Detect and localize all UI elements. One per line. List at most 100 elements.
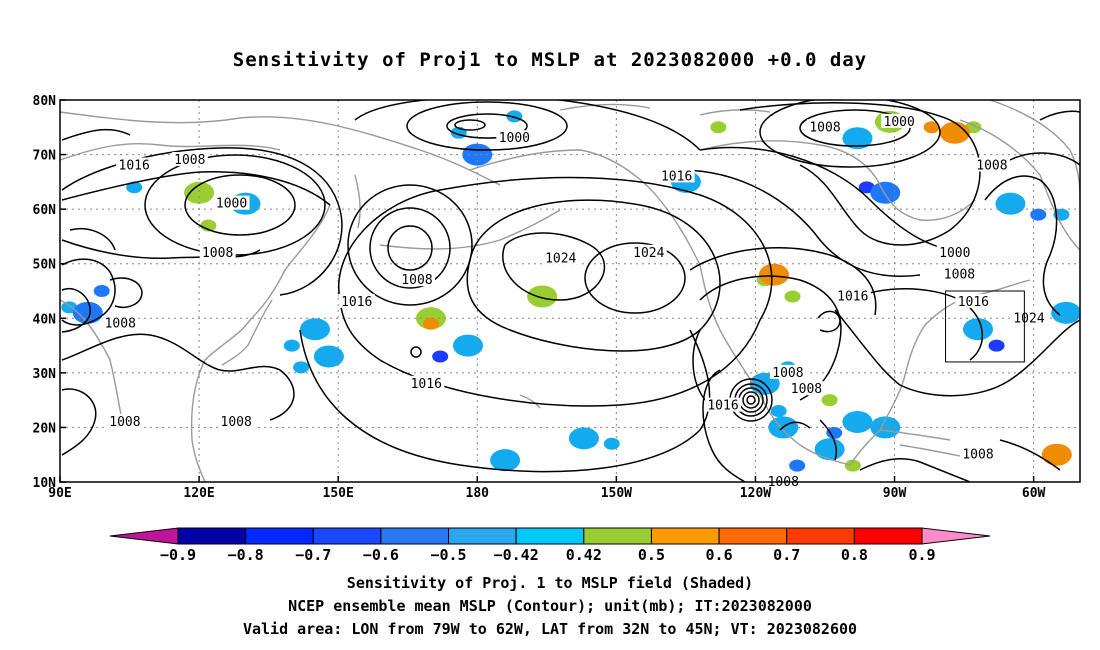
contour-label: 1000 (884, 115, 915, 130)
x-tick-label: 90W (883, 486, 907, 501)
colorbar-label: 0.7 (773, 546, 800, 564)
lat-lon-grid (59, 99, 1080, 483)
contour-label-bg (941, 266, 978, 281)
contour-label-bg (834, 288, 871, 303)
shaded-region (527, 285, 558, 308)
shaded-region (283, 339, 300, 352)
shaded-region (826, 426, 843, 439)
shaded-region (870, 181, 901, 204)
colorbar-end-left (109, 527, 179, 545)
shaded-region (603, 437, 620, 450)
shaded-region (72, 301, 103, 324)
colorbar-box (312, 527, 382, 545)
contour-label: 1008 (174, 153, 205, 168)
colorbar-label: −0.6 (363, 546, 399, 564)
colorbar-label: 0.42 (566, 546, 602, 564)
caption-line-2: NCEP ensemble mean MSLP (Contour); unit(… (288, 597, 812, 615)
colorbar-end-right (921, 527, 991, 545)
shaded-region (432, 350, 449, 363)
shaded-region (422, 317, 439, 330)
colorbar-box (515, 527, 585, 545)
shaded-region (963, 318, 993, 341)
shaded-region (1051, 301, 1080, 324)
contour-label-bg (213, 195, 250, 210)
contour-label: 1008 (962, 448, 993, 463)
shaded-region (300, 318, 330, 341)
contour-label-bg (218, 413, 255, 428)
colorbar-box (245, 527, 314, 545)
contour-label-bg (171, 152, 208, 167)
contour-label: 1016 (707, 399, 738, 414)
colorbar-box (448, 527, 517, 545)
contour-label: 1024 (545, 251, 576, 266)
shaded-region (814, 438, 845, 461)
contour-label: 1008 (791, 382, 822, 397)
contour-label: 1008 (109, 415, 140, 430)
x-tick-label: 150E (323, 486, 354, 501)
coastlines (60, 100, 1080, 482)
contour-label-bg (338, 293, 375, 308)
colorbar-box (650, 527, 720, 545)
colorbar-box (786, 527, 855, 545)
contour-label: 1024 (1013, 311, 1044, 326)
shaded-region (995, 192, 1026, 215)
contour-label-bg (496, 130, 533, 145)
contour-label: 1008 (944, 268, 975, 283)
contour-label-bg (408, 375, 445, 390)
colorbar-label: −0.5 (430, 546, 466, 564)
x-tick-label: 150W (601, 486, 632, 501)
contour-label: 1016 (837, 289, 868, 304)
mslp-contours (61, 100, 1080, 482)
contour-label: 1008 (105, 317, 136, 332)
colorbar-label: −0.42 (494, 546, 539, 564)
contour-label-bg (807, 119, 843, 134)
shaded-region (126, 181, 143, 194)
valid-area-box (945, 290, 1025, 363)
shaded-region (293, 361, 310, 374)
contour-label-bg (788, 381, 825, 396)
colorbar-label: −0.9 (160, 546, 196, 564)
shaded-region (506, 110, 523, 123)
shaded-region (821, 394, 838, 407)
shaded-region (184, 181, 215, 204)
contour-label-bg (960, 446, 996, 461)
contour-label-bg (102, 315, 139, 330)
contour-label-bg (765, 474, 802, 488)
shaded-region (490, 449, 521, 472)
y-tick-label: 60N (33, 203, 57, 218)
contour-label-bg (399, 272, 435, 287)
contour-label: 1024 (633, 246, 664, 261)
shaded-region (568, 427, 599, 450)
y-tick-label: 20N (33, 421, 57, 436)
shaded-region (453, 334, 483, 357)
y-tick-label: 10N (33, 476, 57, 491)
colorbar-label: 0.9 (908, 546, 935, 564)
caption-line-1: Sensitivity of Proj. 1 to MSLP field (Sh… (346, 574, 754, 592)
shaded-region (784, 290, 801, 303)
shaded-region (789, 459, 806, 472)
shaded-region (842, 127, 873, 150)
colorbar-box (380, 527, 450, 545)
contour-label-bg (936, 244, 973, 259)
shaded-region (770, 405, 787, 418)
contour-label: 1000 (939, 246, 970, 261)
shaded-region (923, 121, 940, 134)
contour-label: 1000 (216, 197, 247, 212)
colorbar-label: 0.5 (638, 546, 665, 564)
y-tick-label: 50N (33, 258, 57, 273)
y-tick-label: 70N (33, 149, 57, 164)
contour-label-bg (705, 397, 741, 412)
axis-ticks: 90E 120E 150E 180 150W 120W 90W 60W 80N 70N 60N 50N… (33, 94, 1046, 501)
contour-label-bg (542, 250, 579, 265)
contour-label: 1008 (401, 273, 432, 288)
shaded-region (1030, 208, 1047, 221)
contour-label: 1000 (499, 131, 530, 146)
contour-label-bg (881, 113, 918, 128)
colorbar-box (718, 527, 788, 545)
contour-label: 1008 (202, 246, 233, 261)
shaded-region (1041, 443, 1072, 466)
y-tick-label: 40N (33, 312, 57, 327)
colorbar-box (583, 527, 652, 545)
plot-frame (59, 99, 1081, 483)
